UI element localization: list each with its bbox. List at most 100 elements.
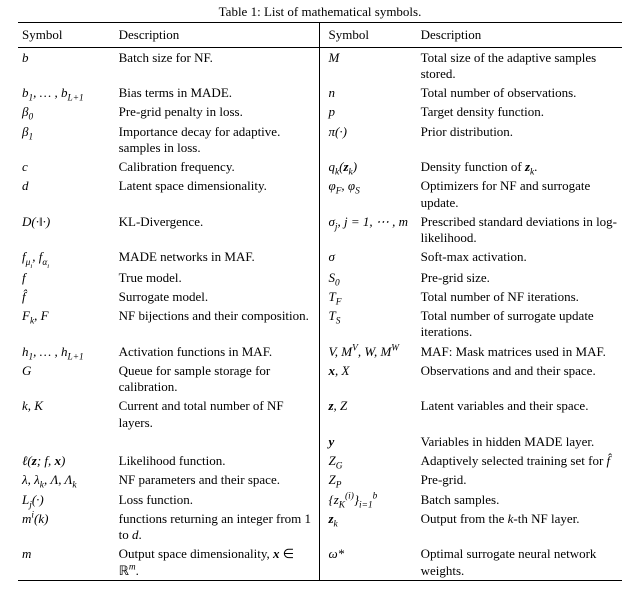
cell-symbol: zk xyxy=(320,509,417,545)
cell-symbol: G xyxy=(18,361,115,397)
cell-symbol: b1, … , bL+1 xyxy=(18,84,115,103)
col-desc-1: Description xyxy=(115,23,320,48)
cell-desc: NF bijections and their composition. xyxy=(115,307,320,343)
symbols-table: Symbol Description Symbol Description bB… xyxy=(18,22,622,581)
cell-desc: Soft-max activation. xyxy=(417,248,622,268)
cell-symbol: β0 xyxy=(18,103,115,122)
cell-desc: Latent variables and their space. xyxy=(417,397,622,433)
cell-desc: Prescribed standard deviations in log-li… xyxy=(417,212,622,248)
table-row: k, KCurrent and total number of NF layer… xyxy=(18,397,622,433)
table-row: h1, … , hL+1Activation functions in MAF.… xyxy=(18,342,622,361)
cell-desc: Prior distribution. xyxy=(417,122,622,158)
cell-desc xyxy=(115,432,320,451)
cell-symbol: ZP xyxy=(320,471,417,490)
cell-symbol: n xyxy=(320,84,417,103)
cell-symbol: m xyxy=(18,545,115,581)
cell-desc: Optimizers for NF and surrogate update. xyxy=(417,177,622,213)
table-row: Lj(·)Loss function.{zK(i)}i=1bBatch samp… xyxy=(18,490,622,509)
cell-symbol: D(·‖·) xyxy=(18,212,115,248)
cell-symbol: mi(k) xyxy=(18,509,115,545)
table-row: fTrue model.S0Pre-grid size. xyxy=(18,268,622,287)
cell-desc: Target density function. xyxy=(417,103,622,122)
cell-desc: Optimal surrogate neural network weights… xyxy=(417,545,622,581)
cell-symbol: TF xyxy=(320,287,417,306)
table-row: β0Pre-grid penalty in loss.pTarget densi… xyxy=(18,103,622,122)
table-row: mOutput space dimensionality, x ∈ ℝm.ω*O… xyxy=(18,545,622,581)
cell-desc: Pre-grid. xyxy=(417,471,622,490)
cell-desc: Pre-grid size. xyxy=(417,268,622,287)
cell-symbol: TS xyxy=(320,307,417,343)
table-container: Table 1: List of mathematical symbols. S… xyxy=(0,0,640,589)
cell-symbol: σj, j = 1, ⋯ , m xyxy=(320,212,417,248)
cell-desc: Loss function. xyxy=(115,490,320,509)
cell-symbol: d xyxy=(18,177,115,213)
cell-desc: Batch size for NF. xyxy=(115,48,320,84)
cell-desc: True model. xyxy=(115,268,320,287)
cell-desc: Total number of observations. xyxy=(417,84,622,103)
table-row: b1, … , bL+1Bias terms in MADE.nTotal nu… xyxy=(18,84,622,103)
cell-desc: Likelihood function. xyxy=(115,452,320,471)
cell-desc: NF parameters and their space. xyxy=(115,471,320,490)
cell-symbol: f xyxy=(18,268,115,287)
cell-desc: Output from the k-th NF layer. xyxy=(417,509,622,545)
cell-desc: MADE networks in MAF. xyxy=(115,248,320,268)
cell-desc: Activation functions in MAF. xyxy=(115,342,320,361)
table-row: λ, λk, Λ, ΛkNF parameters and their spac… xyxy=(18,471,622,490)
table-row: GQueue for sample storage for calibratio… xyxy=(18,361,622,397)
table-row: Fk, FNF bijections and their composition… xyxy=(18,307,622,343)
cell-symbol xyxy=(18,432,115,451)
cell-symbol: qk(zk) xyxy=(320,158,417,177)
cell-symbol: f̂ xyxy=(18,287,115,306)
cell-symbol: k, K xyxy=(18,397,115,433)
table-row: β1Importance decay for adaptive. samples… xyxy=(18,122,622,158)
cell-symbol: b xyxy=(18,48,115,84)
table-row: bBatch size for NF.MTotal size of the ad… xyxy=(18,48,622,84)
cell-symbol: M xyxy=(320,48,417,84)
cell-desc: Surrogate model. xyxy=(115,287,320,306)
cell-symbol: π(·) xyxy=(320,122,417,158)
table-caption: Table 1: List of mathematical symbols. xyxy=(18,4,622,20)
cell-symbol: φF, φS xyxy=(320,177,417,213)
table-row: yVariables in hidden MADE layer. xyxy=(18,432,622,451)
cell-symbol: β1 xyxy=(18,122,115,158)
cell-symbol: x, X xyxy=(320,361,417,397)
table-row: dLatent space dimensionality.φF, φSOptim… xyxy=(18,177,622,213)
col-symbol-1: Symbol xyxy=(18,23,115,48)
cell-desc: Importance decay for adaptive. samples i… xyxy=(115,122,320,158)
cell-desc: Total size of the adaptive samples store… xyxy=(417,48,622,84)
table-row: fμi, fαiMADE networks in MAF.σSoft-max a… xyxy=(18,248,622,268)
cell-symbol: {zK(i)}i=1b xyxy=(320,490,417,509)
table-header-row: Symbol Description Symbol Description xyxy=(18,23,622,48)
table-body: bBatch size for NF.MTotal size of the ad… xyxy=(18,48,622,581)
cell-symbol: z, Z xyxy=(320,397,417,433)
cell-desc: Variables in hidden MADE layer. xyxy=(417,432,622,451)
cell-desc: Current and total number of NF layers. xyxy=(115,397,320,433)
col-desc-2: Description xyxy=(417,23,622,48)
cell-symbol: ZG xyxy=(320,452,417,471)
cell-desc: KL-Divergence. xyxy=(115,212,320,248)
table-row: cCalibration frequency.qk(zk)Density fun… xyxy=(18,158,622,177)
cell-desc: Pre-grid penalty in loss. xyxy=(115,103,320,122)
table-row: mi(k)functions returning an integer from… xyxy=(18,509,622,545)
cell-symbol: p xyxy=(320,103,417,122)
cell-desc: Queue for sample storage for calibration… xyxy=(115,361,320,397)
cell-desc: Total number of NF iterations. xyxy=(417,287,622,306)
cell-symbol: Lj(·) xyxy=(18,490,115,509)
cell-symbol: λ, λk, Λ, Λk xyxy=(18,471,115,490)
col-symbol-2: Symbol xyxy=(320,23,417,48)
table-row: ℓ(z; f, x)Likelihood function.ZGAdaptive… xyxy=(18,452,622,471)
cell-symbol: y xyxy=(320,432,417,451)
cell-desc: Batch samples. xyxy=(417,490,622,509)
cell-symbol: σ xyxy=(320,248,417,268)
cell-symbol: fμi, fαi xyxy=(18,248,115,268)
cell-symbol: c xyxy=(18,158,115,177)
cell-desc: Adaptively selected training set for f̂ xyxy=(417,452,622,471)
cell-desc: Output space dimensionality, x ∈ ℝm. xyxy=(115,545,320,581)
cell-desc: Bias terms in MADE. xyxy=(115,84,320,103)
cell-symbol: S0 xyxy=(320,268,417,287)
cell-desc: MAF: Mask matrices used in MAF. xyxy=(417,342,622,361)
cell-symbol: Fk, F xyxy=(18,307,115,343)
cell-desc: Total number of surrogate update iterati… xyxy=(417,307,622,343)
cell-desc: Latent space dimensionality. xyxy=(115,177,320,213)
cell-symbol: ω* xyxy=(320,545,417,581)
